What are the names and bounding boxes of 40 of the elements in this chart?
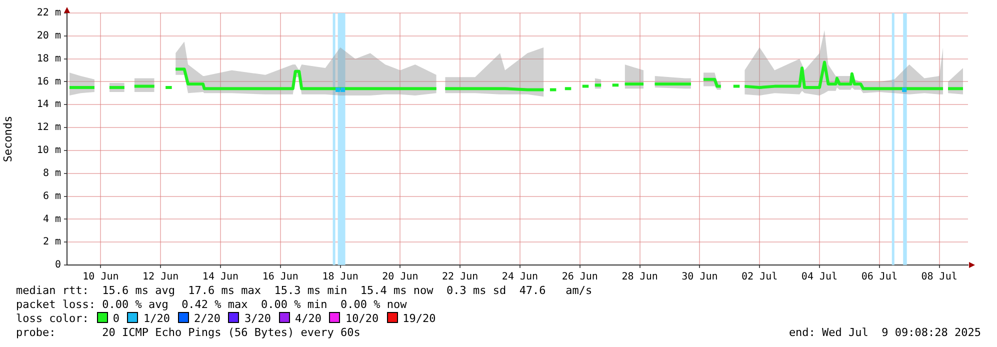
text: end: Wed Jul 9 09:08:28 2025 xyxy=(788,326,981,340)
x-tick-label: 28 Jun xyxy=(622,272,658,283)
y-tick-label: 6 m xyxy=(42,190,61,202)
legend-label: 2/20 xyxy=(194,312,220,325)
legend-title: loss color: xyxy=(16,312,89,325)
x-tick-label: 04 Jul xyxy=(801,272,838,283)
x-tick-label: 30 Jun xyxy=(682,272,718,283)
x-tick-label: 26 Jun xyxy=(562,272,598,283)
legend-label: 1/20 xyxy=(143,312,170,325)
y-tick-label: 12 m xyxy=(36,122,61,134)
x-tick-label: 12 Jun xyxy=(142,272,179,283)
y-tick-label: 4 m xyxy=(42,214,61,225)
legend-label: 4/20 xyxy=(294,312,322,325)
text: probe: 20 ICMP Echo Pings (56 Bytes) every 60s xyxy=(16,326,360,339)
legend-label: 0 xyxy=(112,312,120,325)
y-tick-label: 2 m xyxy=(42,236,61,248)
x-tick-label: 20 Jun xyxy=(382,272,418,283)
x-tick-label: 08 Jul xyxy=(921,272,958,283)
y-tick-label: 16 m xyxy=(36,76,61,88)
y-tick-label: 18 m xyxy=(36,53,61,64)
x-tick-label: 02 Jul xyxy=(742,272,778,283)
legend-label: 10/20 xyxy=(345,312,379,325)
y-tick-label: 0 xyxy=(54,260,61,271)
y-tick-label: 8 m xyxy=(42,168,61,179)
y-axis-title: Seconds xyxy=(1,116,14,162)
x-tick-label: 24 Jun xyxy=(502,272,538,283)
y-tick-label: 22 m xyxy=(36,8,61,19)
x-tick-label: 10 Jun xyxy=(82,272,119,283)
text: packet loss: 0.00 % avg 0.42 % max 0.00 % min 0.00 % now xyxy=(16,298,408,312)
y-tick-label: 20 m xyxy=(36,30,61,42)
y-tick-label: 14 m xyxy=(36,99,61,110)
text: median rtt: 15.6 ms avg 17.6 ms max 15.3 ms min 15.4 ms now 0.3 ms sd 47.6 am/s xyxy=(16,284,594,298)
y-tick-label: 10 m xyxy=(36,145,61,156)
legend-label: 3/20 xyxy=(244,312,271,325)
x-tick-label: 18 Jun xyxy=(322,272,358,283)
x-tick-label: 16 Jun xyxy=(262,272,298,283)
x-tick-label: 14 Jun xyxy=(202,272,239,283)
x-tick-label: 22 Jun xyxy=(442,272,478,283)
x-tick-label: 06 Jul xyxy=(861,272,898,283)
legend-label: 19/20 xyxy=(402,312,436,325)
